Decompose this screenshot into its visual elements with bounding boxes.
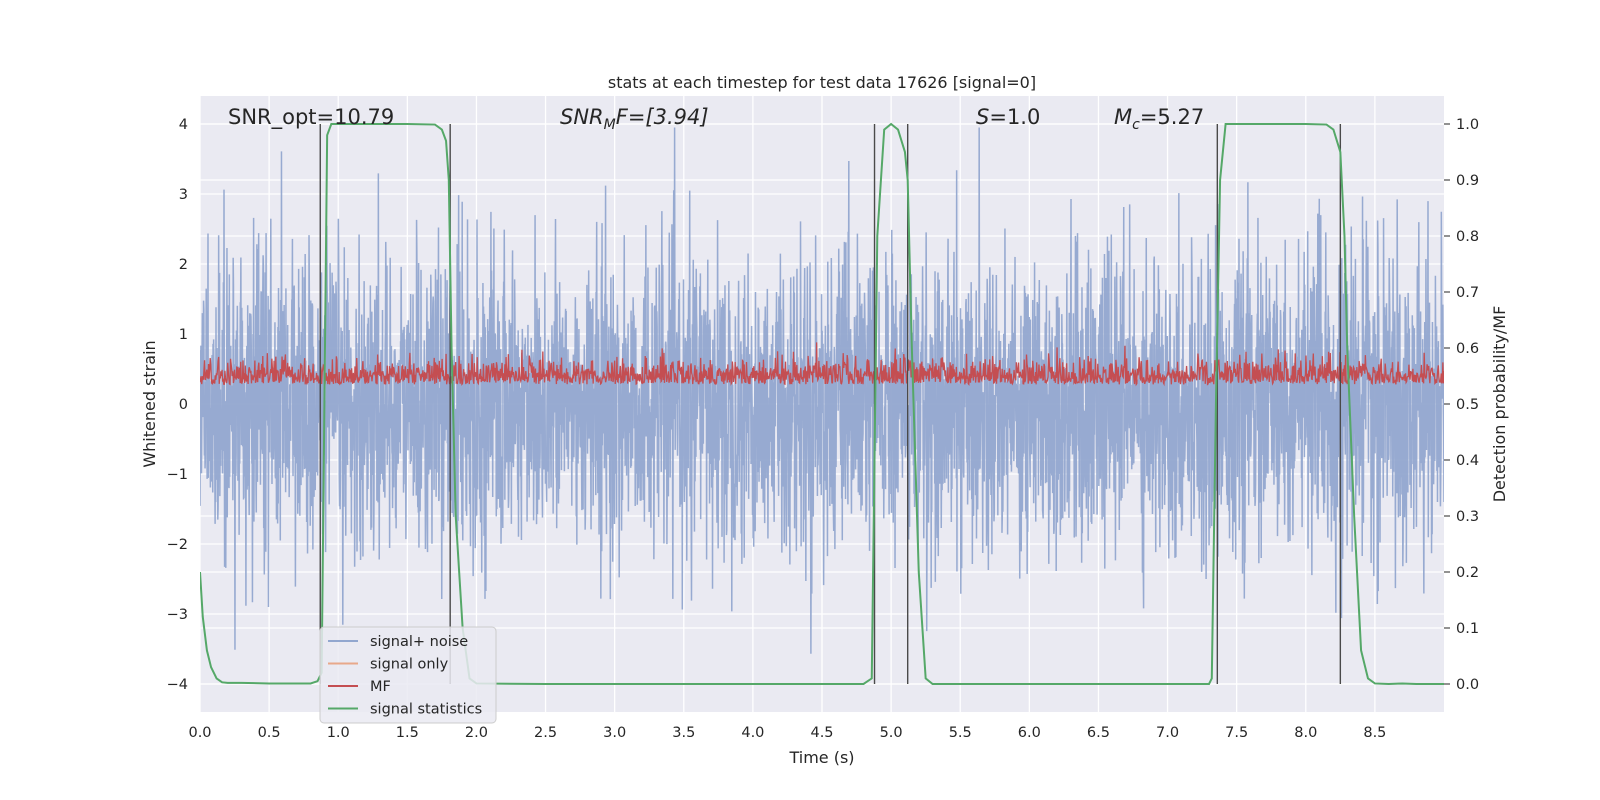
legend-label: signal statistics (370, 702, 482, 718)
y2-axis-label: Detection probability/MF (1490, 306, 1509, 503)
annotation-mc-main: M (1114, 105, 1132, 129)
x-tick-label: 3.0 (603, 725, 626, 741)
legend-label: MF (370, 679, 391, 695)
x-tick-label: 4.0 (741, 725, 764, 741)
legend: signal+ noise signal only MF signal statist… (319, 626, 497, 724)
x-tick-label: 1.5 (396, 725, 419, 741)
y-tick-label: 2 (179, 257, 188, 273)
chart-title: stats at each timestep for test data 176… (608, 73, 1036, 92)
x-tick-label: 8.5 (1363, 725, 1386, 741)
x-tick-label: 1.0 (327, 725, 350, 741)
y2-tick-label: 0.7 (1456, 285, 1479, 301)
x-tick-label: 0.5 (258, 725, 281, 741)
series-mf (200, 342, 1444, 387)
annotation-snr-opt: SNR_opt=10.79 (228, 105, 394, 130)
y-tick-label: −1 (167, 467, 188, 483)
vertical-markers (319, 124, 1342, 684)
x-tick-label: 0.0 (188, 725, 211, 741)
y2-ticks: 0.0 0.1 0.2 0.3 0.4 0.5 0.6 0.7 0.8 0.9 1.0 (1444, 117, 1479, 693)
y-ticks: −4 −3 −2 −1 0 1 2 3 4 (167, 117, 188, 693)
x-tick-label: 7.0 (1156, 725, 1179, 741)
y2-tick-label: 0.6 (1456, 341, 1479, 357)
y2-tick-label: 0.0 (1456, 677, 1479, 693)
x-tick-label: 2.0 (465, 725, 488, 741)
y-tick-label: 1 (179, 327, 188, 343)
annotation-snr-mf-sub: M (604, 117, 616, 133)
x-axis-label: Time (s) (788, 748, 854, 767)
x-tick-label: 5.5 (949, 725, 972, 741)
y2-tick-label: 0.8 (1456, 229, 1479, 245)
x-tick-label: 6.0 (1018, 725, 1041, 741)
x-tick-label: 2.5 (534, 725, 557, 741)
x-tick-label: 8.0 (1294, 725, 1317, 741)
legend-label: signal only (370, 657, 449, 673)
y2-tick-label: 0.9 (1456, 173, 1479, 189)
y-tick-label: 4 (179, 117, 188, 133)
x-tick-label: 6.5 (1087, 725, 1110, 741)
annotation-s-main: S (976, 105, 989, 129)
annotation-snr-mf-rest: F=[3.94] (616, 105, 709, 129)
x-tick-label: 7.5 (1225, 725, 1248, 741)
annotation-mc-rest: =5.27 (1140, 105, 1204, 129)
y-tick-label: −3 (167, 607, 188, 623)
x-tick-label: 3.5 (672, 725, 695, 741)
y2-tick-label: 0.5 (1456, 397, 1479, 413)
y-axis-label: Whitened strain (140, 340, 159, 467)
y2-tick-label: 1.0 (1456, 117, 1479, 133)
annotation-s: S=1.0 (976, 105, 1040, 129)
annotation-s-rest: =1.0 (989, 105, 1040, 129)
y-tick-label: 0 (179, 397, 188, 413)
legend-label: signal+ noise (370, 634, 468, 650)
annotation-mc: Mc=5.27 (1114, 105, 1204, 133)
legend-box (319, 626, 497, 724)
y2-tick-label: 0.1 (1456, 621, 1479, 637)
annotation-snr-mf: SNRMF=[3.94] (560, 105, 709, 133)
y2-tick-label: 0.3 (1456, 509, 1479, 525)
x-tick-label: 5.0 (880, 725, 903, 741)
annotation-mc-sub: c (1132, 117, 1140, 133)
y2-tick-label: 0.2 (1456, 565, 1479, 581)
x-tick-label: 4.5 (810, 725, 833, 741)
series-signal-statistics (200, 122, 1444, 686)
x-ticks: 0.0 0.5 1.0 1.5 2.0 2.5 3.0 3.5 4.0 4.5 5.0 5.5 6.0 6… (188, 725, 1386, 741)
y2-tick-label: 0.4 (1456, 453, 1479, 469)
annotation-snr-mf-main: SNR (560, 105, 604, 129)
y-tick-label: −4 (167, 677, 188, 693)
y-tick-label: −2 (167, 537, 188, 553)
y-tick-label: 3 (179, 187, 188, 203)
